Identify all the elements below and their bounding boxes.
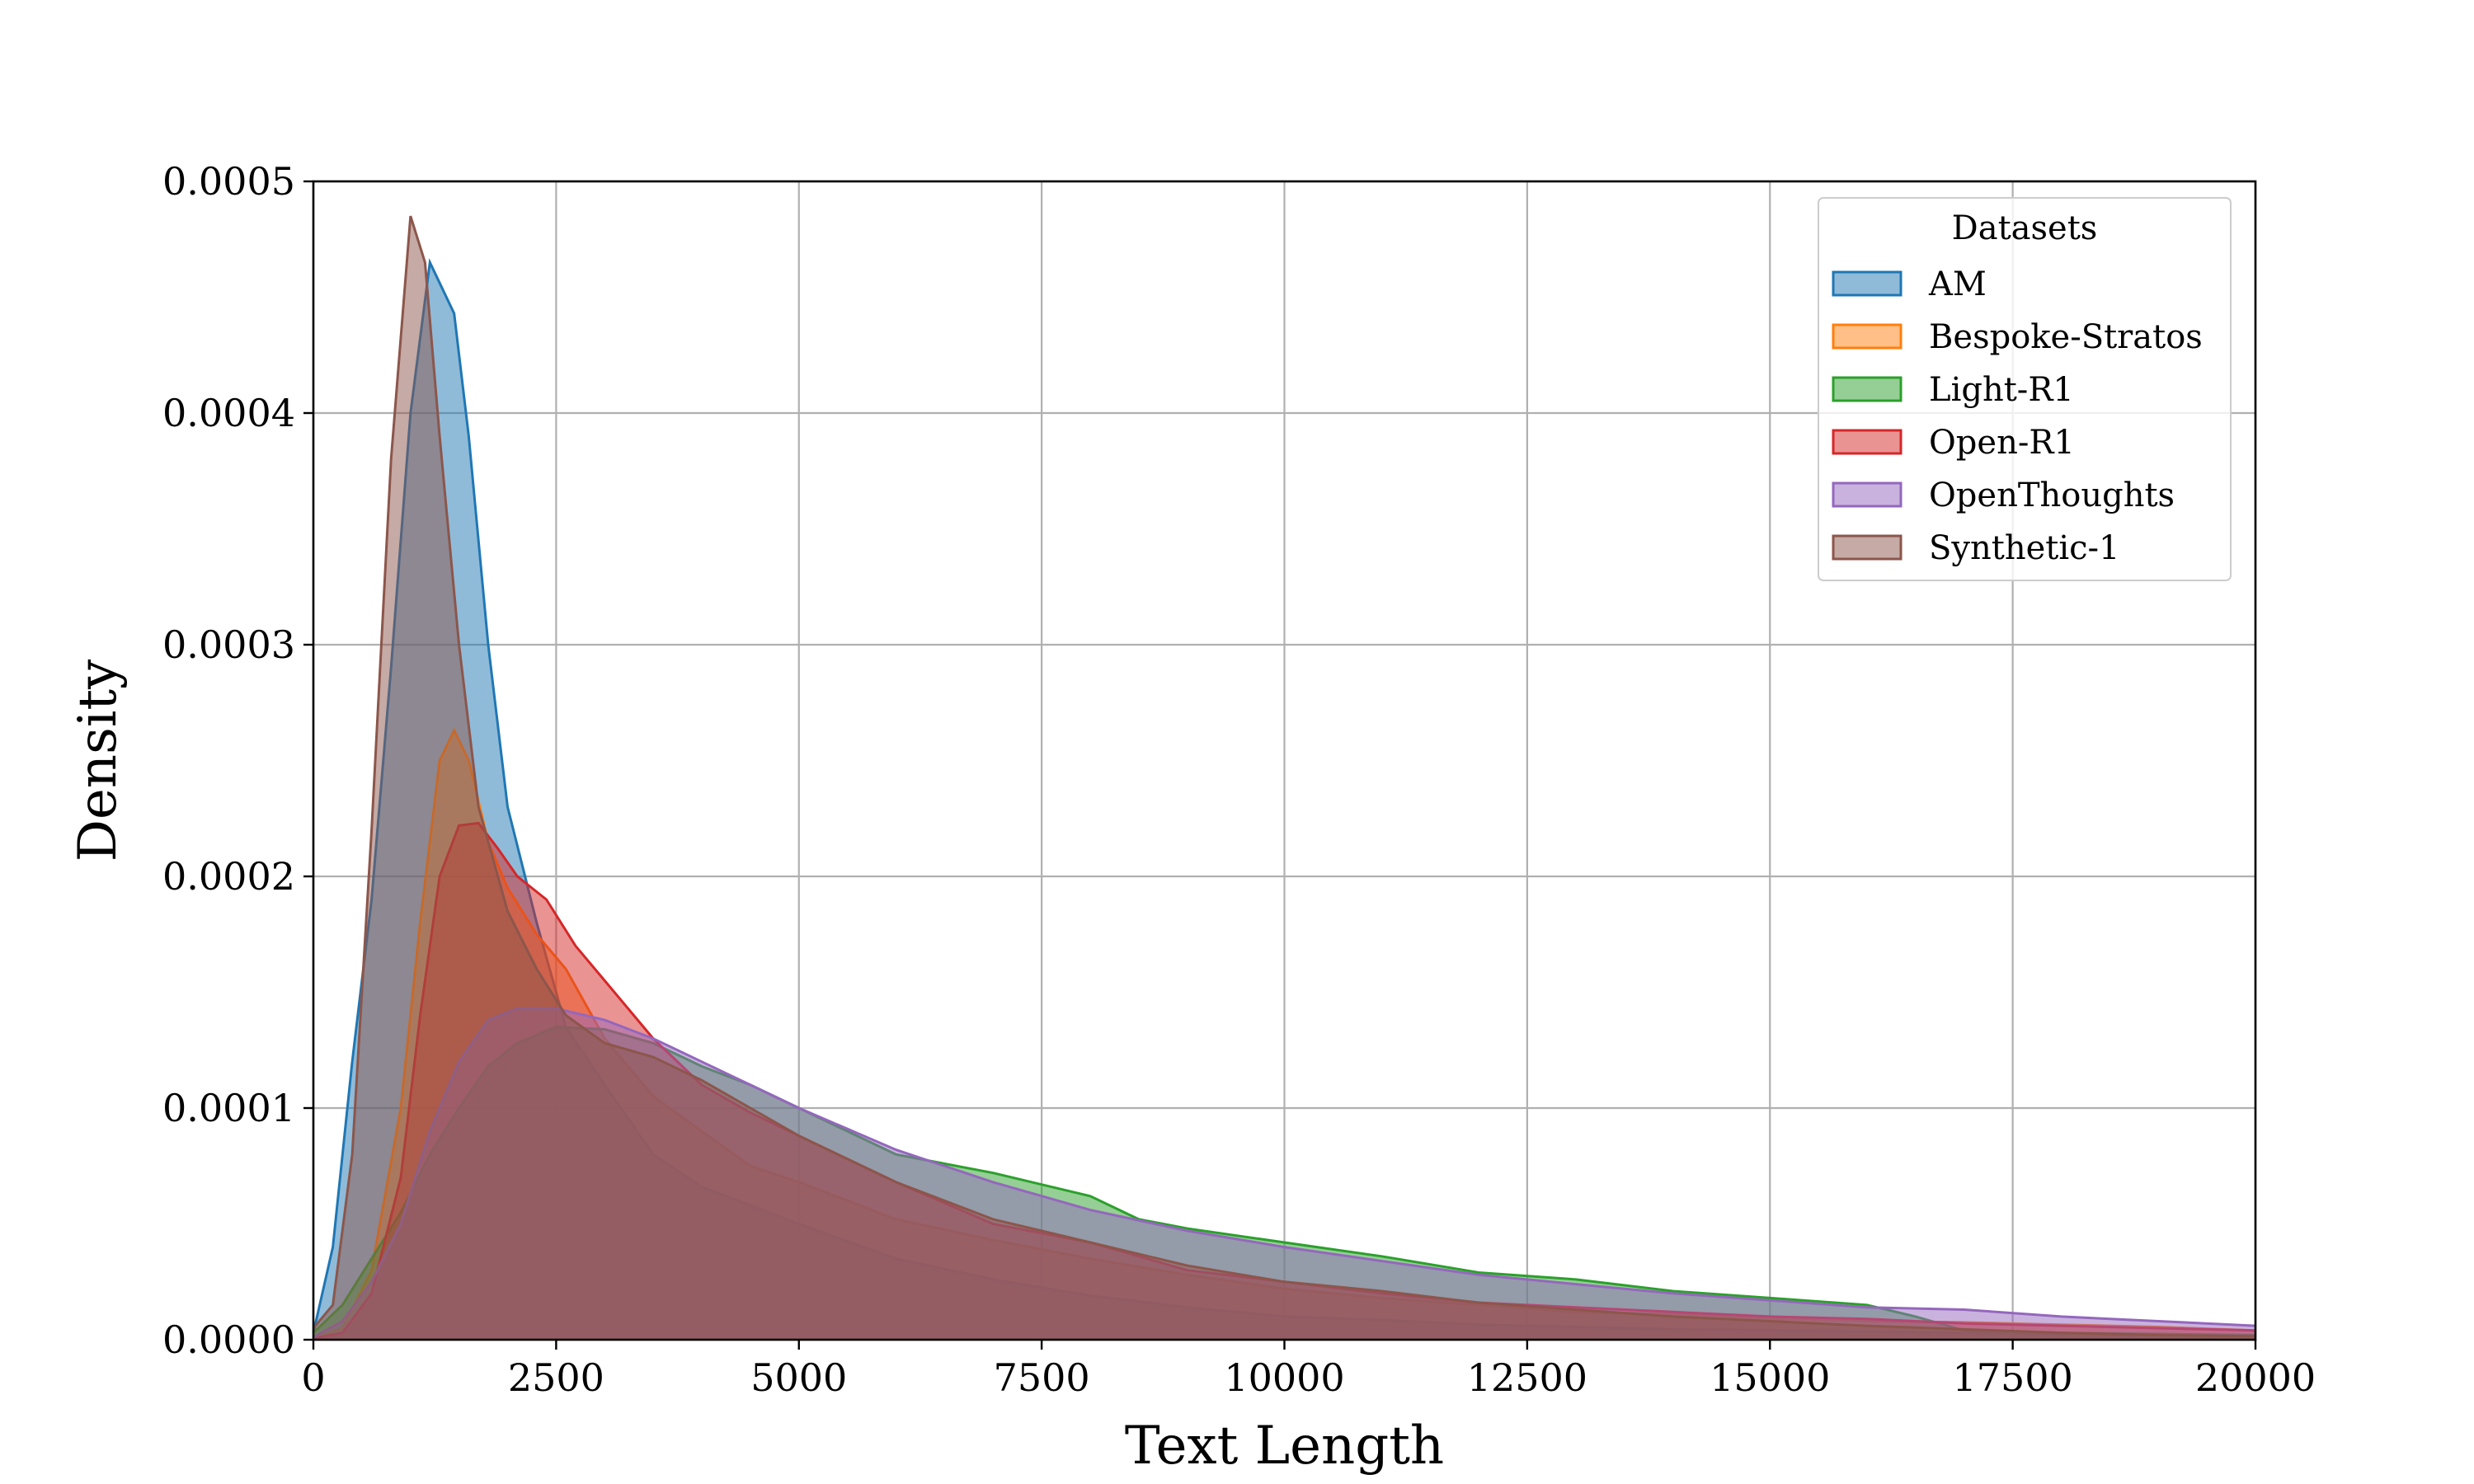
- legend-swatch-am: [1832, 270, 1903, 297]
- y-tick-label: 0.0003: [162, 622, 295, 667]
- y-axis-title: Density: [68, 660, 129, 862]
- y-tick-label: 0.0005: [162, 159, 295, 204]
- x-tick-label: 5000: [750, 1355, 847, 1400]
- series-areas: [312, 215, 2256, 1341]
- legend-swatch-openthoughts: [1832, 481, 1903, 508]
- y-tick-label: 0.0000: [162, 1317, 295, 1362]
- y-tick-label: 0.0001: [162, 1086, 295, 1130]
- x-tick-label: 17500: [1952, 1355, 2072, 1400]
- legend-swatch-light-r1: [1832, 376, 1903, 402]
- x-tick-label: 7500: [994, 1355, 1090, 1400]
- area-synthetic-1: [313, 216, 2255, 1341]
- y-tick-label: 0.0002: [162, 854, 295, 899]
- legend-items: AM Bespoke-Stratos Light-R1 Open-R1 OpenThou…: [1832, 265, 2203, 567]
- x-tick-label: 20000: [2195, 1355, 2316, 1400]
- axis-ticks: 0 2500 5000 7500 10000 12500 15000 17500 20000 0.…: [162, 159, 2316, 1400]
- legend-label-light-r1: Light-R1: [1929, 371, 2074, 409]
- x-tick-label: 15000: [1710, 1355, 1830, 1400]
- y-tick-label: 0.0004: [162, 391, 295, 435]
- legend-label-open-r1: Open-R1: [1929, 424, 2075, 462]
- legend-label-bespoke-stratos: Bespoke-Stratos: [1929, 318, 2203, 356]
- x-tick-label: 0: [301, 1355, 325, 1400]
- x-axis-title: Text Length: [1125, 1416, 1444, 1477]
- x-tick-label: 2500: [508, 1355, 604, 1400]
- legend-label-synthetic-1: Synthetic-1: [1929, 529, 2120, 567]
- x-tick-label: 12500: [1467, 1355, 1587, 1400]
- legend: Datasets AM Bespoke-Stratos Light-R1 Open-R…: [1818, 197, 2232, 581]
- legend-label-openthoughts: OpenThoughts: [1929, 477, 2175, 514]
- x-tick-label: 10000: [1224, 1355, 1344, 1400]
- legend-box: [1818, 197, 2232, 581]
- legend-label-am: AM: [1928, 265, 1987, 303]
- legend-title: Datasets: [1952, 209, 2098, 247]
- legend-swatch-open-r1: [1832, 429, 1903, 455]
- legend-swatch-synthetic-1: [1832, 534, 1903, 561]
- line-synthetic-1: [312, 215, 2256, 1338]
- legend-swatch-bespoke-stratos: [1832, 323, 1903, 350]
